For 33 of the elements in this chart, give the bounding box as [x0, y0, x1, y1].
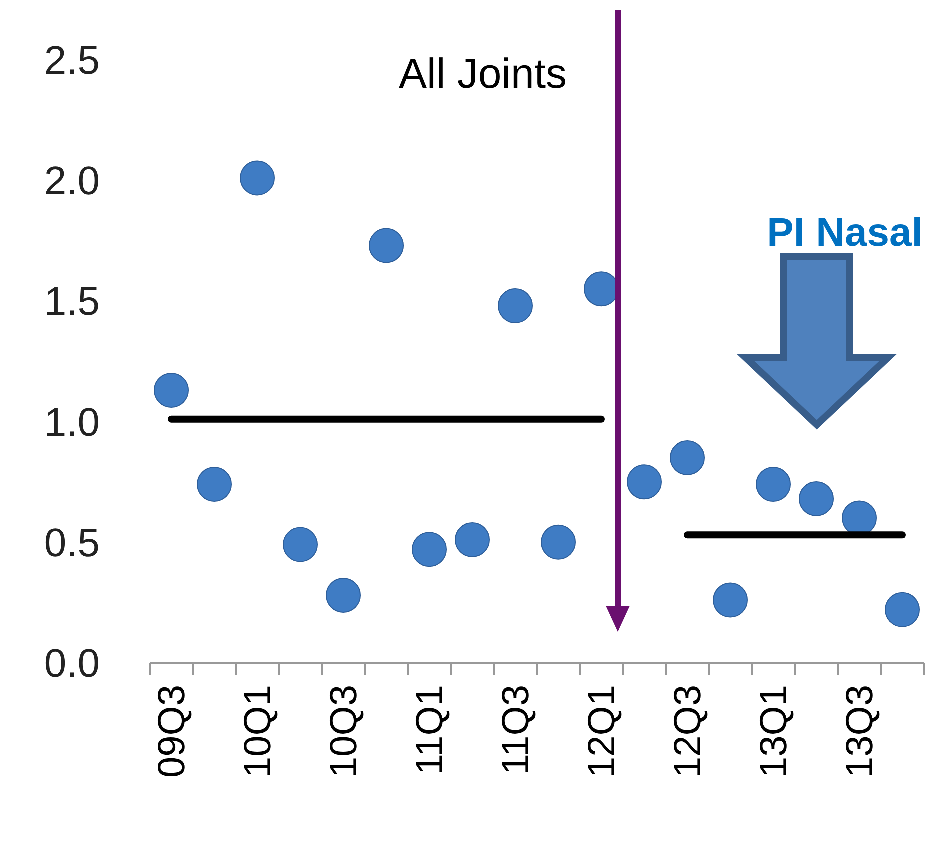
x-tick-label: 11Q3	[496, 685, 538, 776]
x-tick-label: 10Q3	[324, 685, 366, 778]
x-tick-label: 12Q3	[668, 685, 710, 778]
point	[326, 578, 361, 613]
x-tick-label: 09Q3	[152, 685, 194, 778]
y-tick-label: 2.5	[44, 39, 100, 83]
point	[240, 160, 275, 196]
y-tick-label: 2.0	[44, 160, 100, 204]
point	[756, 467, 791, 502]
point	[799, 481, 834, 516]
point	[670, 440, 705, 476]
point	[627, 464, 662, 500]
point	[885, 592, 920, 628]
point	[713, 582, 748, 618]
x-tick-label: 11Q1	[410, 685, 452, 776]
x-tick-label: 13Q1	[754, 685, 796, 778]
point	[541, 524, 576, 560]
x-tick-label: 12Q1	[582, 685, 624, 778]
point	[498, 288, 533, 324]
x-tick-label: 13Q3	[840, 685, 882, 778]
x-tick-label: 10Q1	[238, 685, 280, 778]
point	[283, 527, 318, 562]
point	[154, 372, 189, 408]
y-tick-label: 1.0	[44, 400, 100, 445]
point	[197, 467, 232, 502]
point	[412, 532, 447, 568]
point	[455, 522, 490, 558]
point	[369, 228, 404, 264]
y-tick-label: 1.5	[44, 280, 100, 324]
annotation: All Joints	[398, 50, 568, 97]
y-tick-label: 0.5	[44, 521, 100, 566]
annotation: PI Nasal	[767, 211, 923, 255]
y-tick-label: 0.0	[44, 642, 100, 686]
